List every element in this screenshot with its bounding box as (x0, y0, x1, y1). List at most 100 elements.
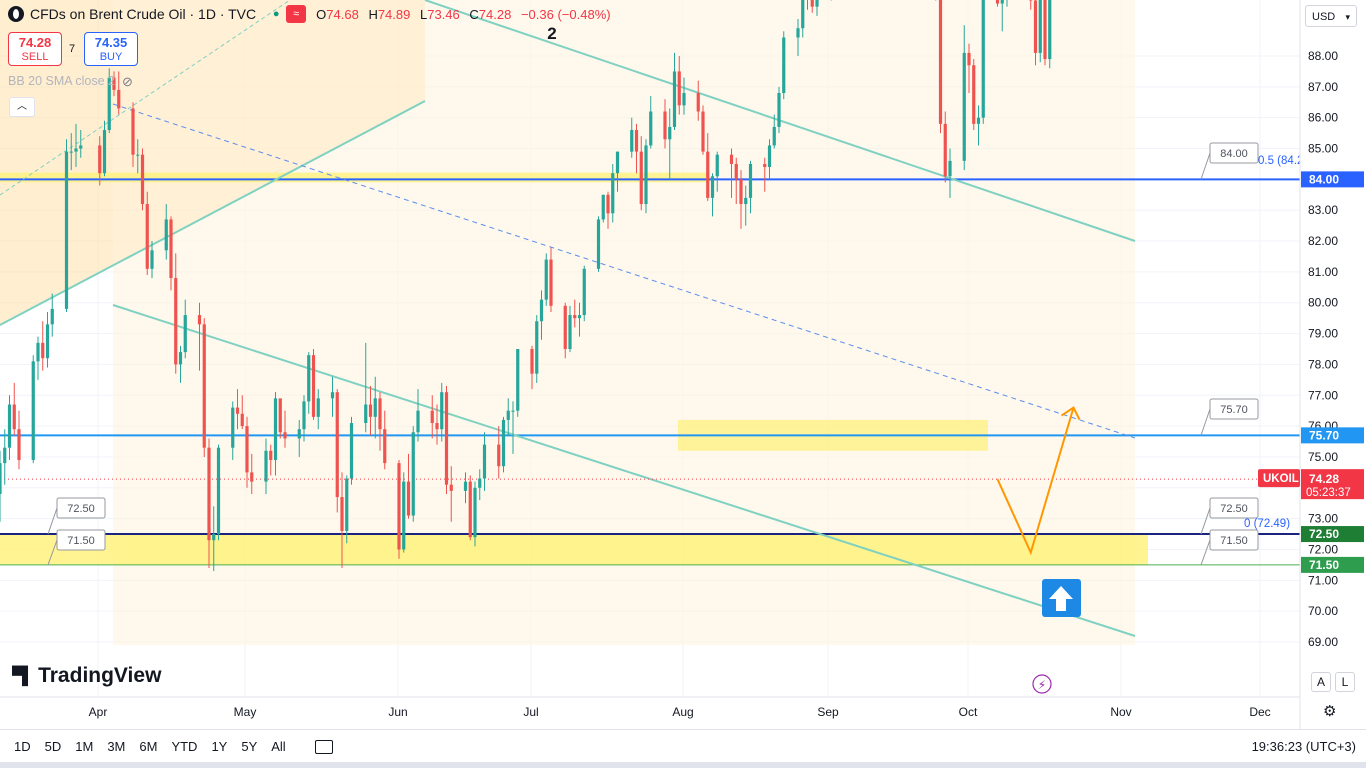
badge-84[interactable] (1301, 171, 1364, 188)
candle-body (777, 93, 781, 127)
lightning-icon[interactable] (1032, 674, 1052, 694)
candle-body (12, 404, 16, 430)
candle-body (801, 0, 805, 29)
channel-mid-line[interactable] (0, 0, 291, 196)
wave-icon[interactable]: ≈ (286, 5, 307, 23)
callout-84-box[interactable] (1209, 142, 1259, 164)
symbol-title[interactable]: CFDs on Brent Crude Oil · 1D · TVC (30, 6, 257, 22)
candle-body (183, 315, 187, 353)
candle-body (302, 401, 306, 430)
candle-body (316, 398, 320, 417)
callout-71-50-left-box[interactable] (56, 529, 106, 551)
candle-body (364, 404, 368, 424)
auto-scale-button[interactable]: A (1311, 672, 1331, 692)
candle-body (50, 308, 54, 325)
candle-body (606, 194, 610, 214)
badge-71-50[interactable] (1301, 556, 1364, 573)
candle-body (506, 410, 510, 420)
callout-71-50-left-text: 71.50 (67, 535, 95, 547)
callout-71-50-right-box[interactable] (1209, 529, 1259, 551)
last-price-badge[interactable] (1301, 469, 1364, 500)
candle-body (335, 392, 339, 498)
calendar-icon[interactable] (314, 739, 333, 754)
channel-bottom-line[interactable] (112, 304, 1136, 637)
projection-path[interactable] (996, 407, 1075, 556)
candles (0, 0, 1052, 572)
candle-body (406, 481, 411, 516)
candle-body (1038, 0, 1042, 53)
badge-75-70[interactable] (1301, 427, 1364, 444)
callout-72-50-right-box[interactable] (1209, 497, 1259, 519)
price-tick-label: 81.00 (1308, 265, 1338, 279)
badge-72-50[interactable] (1301, 526, 1364, 543)
callout-75-70-pointer (1200, 408, 1211, 436)
gear-icon[interactable]: ⚙ (1323, 703, 1337, 720)
symbol-badge[interactable] (1258, 469, 1300, 488)
price-axis-bg (1300, 0, 1366, 729)
eye-hidden-icon[interactable]: ⊘ (122, 74, 133, 89)
timeframe-bar: 1D 5D 1M 3M 6M YTD 1Y 5Y All 19:36:23 (UTC+3) (0, 729, 1366, 763)
callout-72-50-left-box[interactable] (56, 497, 106, 519)
candle-body (98, 145, 102, 174)
timeframe-5d[interactable]: 5D (44, 739, 62, 754)
candle-body (269, 450, 273, 461)
candle-body (706, 151, 710, 198)
channel-lower-line[interactable] (0, 100, 426, 326)
price-tick-label: 83.00 (1308, 203, 1338, 217)
candle-body (615, 151, 620, 174)
log-scale-button[interactable]: L (1335, 672, 1355, 692)
candle-body (1048, 0, 1052, 60)
candle-body (330, 392, 335, 399)
collapse-chevron-icon[interactable]: ︿ (9, 97, 35, 117)
timeframe-1d[interactable]: 1D (14, 739, 31, 754)
lightning-glyph: ⚡ (1038, 678, 1046, 692)
timeframe-1m[interactable]: 1M (75, 739, 94, 754)
timeframe-6m[interactable]: 6M (139, 739, 158, 754)
candle-body (440, 392, 444, 430)
callout-75-70-box[interactable] (1209, 398, 1259, 420)
time-tick-label: Nov (1110, 705, 1131, 719)
candle-body (240, 413, 244, 427)
timeframe-1y[interactable]: 1Y (211, 739, 228, 754)
fib-label-72-49: 0 (72.49) (1244, 518, 1290, 530)
candle-body (79, 145, 83, 149)
sell-button[interactable]: 74.28 SELL (8, 32, 62, 66)
zone-72-71 (0, 534, 1148, 565)
candle-body (639, 151, 643, 205)
indicator-label[interactable]: BB 20 SMA close 2 (8, 74, 116, 88)
symbol-badge-text: UKOIL (1263, 473, 1299, 485)
candle-body (539, 299, 544, 322)
candle-body (535, 321, 539, 374)
countdown-text: 05:23:37 (1306, 487, 1351, 499)
status-dot-icon[interactable]: ● (272, 8, 280, 20)
bottom-strip (0, 762, 1366, 768)
candle-body (497, 444, 501, 467)
callout-72-50-left-pointer (47, 507, 58, 535)
candle-body (307, 355, 311, 402)
tradingview-logo[interactable]: ▀▌ TradingView (12, 664, 162, 687)
candle-body (568, 315, 572, 349)
price-tick-label: 75.00 (1308, 450, 1338, 464)
candle-body (349, 423, 354, 479)
candle-body (463, 481, 468, 491)
tv-mark-icon: ▀▌ (12, 666, 34, 685)
candle-body (1033, 0, 1038, 53)
candle-body (74, 148, 78, 152)
price-tick-label: 70.00 (1308, 604, 1338, 618)
timeframe-ytd[interactable]: YTD (171, 739, 198, 754)
timeframe-3m[interactable]: 3M (107, 739, 126, 754)
timeframe-all[interactable]: All (271, 739, 286, 754)
channel-mid-dashed-line[interactable] (112, 103, 1136, 439)
clock[interactable]: 19:36:23 (UTC+3) (1251, 739, 1356, 754)
time-tick-label: Sep (817, 705, 839, 719)
price-tick-label: 73.00 (1308, 512, 1338, 526)
currency-select[interactable]: USD ▾ (1305, 5, 1357, 27)
candle-body (649, 111, 653, 146)
candle-body (1000, 0, 1004, 4)
buy-button[interactable]: 74.35 BUY (84, 32, 138, 66)
candle-body (530, 349, 534, 374)
timeframe-5y[interactable]: 5Y (241, 739, 258, 754)
candle-body (45, 324, 50, 359)
candle-body (107, 77, 111, 131)
